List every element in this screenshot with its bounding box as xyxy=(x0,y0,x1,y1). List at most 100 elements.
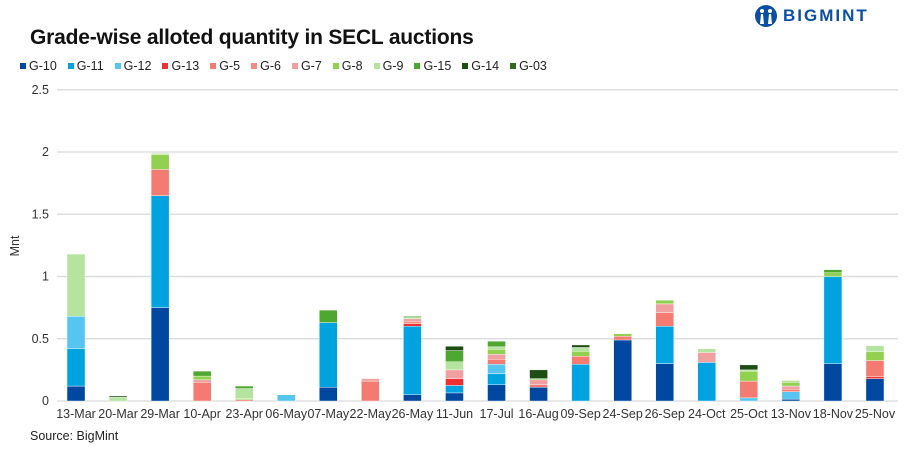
bar-segment-g-12-17-jul xyxy=(487,364,506,374)
legend-label: G-13 xyxy=(171,59,200,73)
legend-label: G-8 xyxy=(341,59,363,73)
bar-segment-g-9-13-nov xyxy=(781,380,801,383)
x-tick-label: 17-Jul xyxy=(480,407,514,421)
bar-segment-g-5-26-sep xyxy=(655,312,674,327)
legend-label: G-6 xyxy=(260,59,281,73)
bar-segment-g-12-06-may xyxy=(277,394,296,402)
x-tick-label: 24-Sep xyxy=(603,407,643,421)
bar-segment-g-7-10-apr xyxy=(192,379,212,383)
x-tick-label: 07-May xyxy=(307,407,349,421)
bar-segment-g-7-11-jun xyxy=(445,369,464,379)
bar-segment-g-10-26-sep xyxy=(655,363,674,402)
bar-segment-g-11-09-sep xyxy=(571,364,590,402)
bar-segment-g-10-29-mar xyxy=(150,307,170,402)
legend-swatch xyxy=(332,63,339,69)
x-tick-label: 10-Apr xyxy=(183,407,221,421)
bar-segment-g-12-25-oct xyxy=(739,397,759,402)
legend-swatch xyxy=(510,63,517,69)
bar-segment-g-10-26-may xyxy=(403,394,422,402)
legend-swatch xyxy=(114,63,121,69)
y-tick-label: 1 xyxy=(42,270,49,284)
chart-legend: G-10 G-11 G-12 G-13 G-5 G-6 G-7 G-8 G-9 G-15 G-14 G… xyxy=(20,59,558,73)
bar-segment-g-5-24-sep xyxy=(613,336,632,341)
bar-segment-g-8-10-apr xyxy=(192,375,212,381)
bar-segment-g-11-26-may xyxy=(403,326,422,395)
bar-segment-g-9-20-mar xyxy=(108,397,128,402)
bar-segment-g-9-23-apr xyxy=(235,388,254,399)
logo-text: BIGMINT xyxy=(783,6,869,25)
bar-segment-g-9-25-nov xyxy=(865,345,885,353)
x-tick-label: 11-Jun xyxy=(436,407,473,421)
bar-segment-g-15-11-jun xyxy=(445,350,464,362)
bar-segment-g-13-26-may xyxy=(403,323,422,327)
bar-segment-g-5-25-nov xyxy=(865,360,885,377)
bar-segment-g-8-29-mar xyxy=(150,154,170,170)
bar-segment-g-8-09-sep xyxy=(571,351,590,357)
bar-segment-g-7-26-may xyxy=(403,318,422,322)
y-tick-label: 2 xyxy=(42,145,49,159)
bar-segment-g-15-18-nov xyxy=(823,269,843,273)
legend-label: G-10 xyxy=(29,59,57,73)
legend-swatch xyxy=(291,63,298,69)
bar-segment-g-5-17-jul xyxy=(487,359,506,365)
x-tick-label: 22-May xyxy=(350,407,392,421)
bar-segment-g-11-13-mar xyxy=(66,348,86,387)
x-tick-label: 23-Apr xyxy=(225,407,263,421)
bar-segment-g-11-29-mar xyxy=(150,195,170,308)
legend-item-g-10: G-10 xyxy=(20,59,57,73)
bar-segment-g-11-26-sep xyxy=(655,326,674,364)
legend-label: G-15 xyxy=(423,59,452,73)
bar-segment-g-7-13-nov xyxy=(781,385,801,390)
bar-segment-g-6-26-may xyxy=(403,321,422,325)
bar-segment-g-10-18-nov xyxy=(823,363,843,402)
bar-segment-g-8-13-nov xyxy=(781,382,801,387)
bar-segment-g-14-20-mar xyxy=(108,395,128,398)
x-tick-label: 13-Mar xyxy=(56,407,96,421)
legend-swatch xyxy=(162,63,169,69)
legend-label: G-12 xyxy=(123,59,152,73)
legend-swatch xyxy=(67,63,74,69)
legend-label: G-9 xyxy=(382,59,404,73)
legend-item-g-11: G-11 xyxy=(67,59,104,73)
bar-segment-g-10-25-nov xyxy=(865,378,885,402)
legend-label: G-5 xyxy=(219,59,241,73)
bar-segment-g-11-07-may xyxy=(319,322,338,388)
x-tick-label: 29-Mar xyxy=(140,407,180,421)
source-note: Source: BigMint xyxy=(30,429,119,443)
legend-swatch xyxy=(373,63,380,69)
bar-segment-g-11-18-nov xyxy=(823,276,843,364)
legend-swatch xyxy=(20,63,26,69)
x-tick-label: 13-Nov xyxy=(771,407,812,421)
bar-segment-g-5-13-nov xyxy=(781,388,801,392)
bar-segment-g-11-11-jun xyxy=(445,385,464,394)
x-tick-label: 18-Nov xyxy=(813,407,854,421)
bar-segment-g-9-11-jun xyxy=(445,361,464,371)
bar-segment-g-15-17-jul xyxy=(487,341,506,348)
bar-segment-g-14-25-oct xyxy=(739,364,759,371)
bar-segment-g-5-10-apr xyxy=(192,382,212,402)
legend-item-g-12: G-12 xyxy=(114,59,152,73)
bar-segment-g-8-24-sep xyxy=(613,333,632,337)
legend-item-g-9: G-9 xyxy=(373,59,404,73)
legend-swatch xyxy=(414,63,421,69)
legend-item-g-5: G-5 xyxy=(210,59,240,73)
legend-item-g-13: G-13 xyxy=(162,59,199,73)
chart-title: Grade-wise alloted quantity in SECL auct… xyxy=(30,26,474,49)
bar-segment-g-10-07-may xyxy=(319,387,338,402)
legend-item-g-14: G-14 xyxy=(462,59,499,73)
bar-segment-g-10-17-jul xyxy=(487,384,506,402)
x-tick-label: 25-Nov xyxy=(855,407,896,421)
bar-segment-g-14-09-sep xyxy=(571,344,590,348)
legend-item-g-7: G-7 xyxy=(291,59,322,73)
x-tick-label: 20-Mar xyxy=(98,407,138,421)
bar-segment-g-10-11-jun xyxy=(445,392,464,402)
x-tick-label: 24-Oct xyxy=(688,407,726,421)
bar-segment-g-9-24-oct xyxy=(697,348,716,353)
x-tick-label: 26-Sep xyxy=(645,407,685,421)
bar-segment-g-5-16-aug xyxy=(529,384,548,388)
bar-segment-g-14-11-jun xyxy=(445,346,464,351)
bar-segment-g-13-11-jun xyxy=(445,378,464,386)
bar-segment-g-10-13-nov xyxy=(781,398,801,402)
y-tick-label: 2.5 xyxy=(32,83,49,97)
